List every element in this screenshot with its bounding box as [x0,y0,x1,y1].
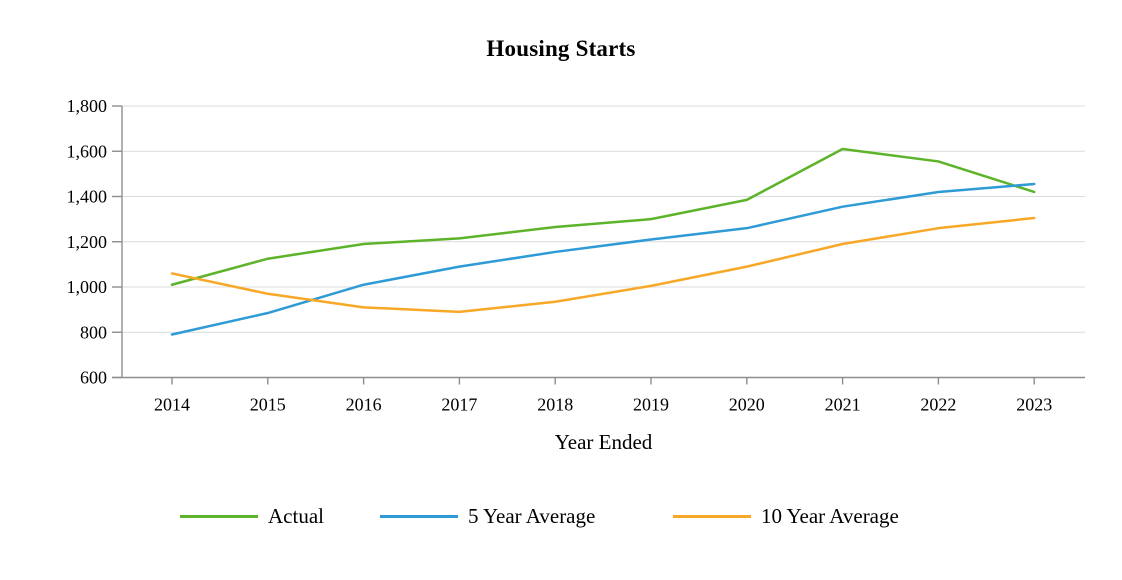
series-line-1 [170,182,1036,336]
chart-title: Housing Starts [486,36,636,61]
x-tick-label: 2016 [346,395,382,415]
x-tick-label: 2018 [537,395,573,415]
x-tick-label: 2021 [825,395,861,415]
y-tick-label: 1,400 [67,187,108,207]
x-tick-label: 2022 [920,395,956,415]
x-tick-label: 2017 [441,395,477,415]
gridlines [122,105,1085,333]
series-line-2 [170,216,1036,314]
series-line-0 [170,147,1036,286]
y-axis-ticks: 600 800 1,000 1,200 1,400 1,600 1,800 [67,96,122,388]
y-tick-label: 1,600 [67,141,108,161]
x-tick-label: 2015 [250,395,286,415]
y-tick-label: 800 [80,322,107,342]
y-tick-label: 1,800 [67,96,108,116]
x-tick-label: 2023 [1016,395,1052,415]
x-tick-label: 2019 [633,395,669,415]
x-axis-title: Year Ended [554,430,653,454]
y-tick-label: 600 [80,368,107,388]
x-axis-ticks: 2014 2015 2016 2017 2018 2019 2020 2021 2022 2023 [154,377,1052,415]
x-tick-label: 2020 [729,395,765,415]
y-tick-label: 1,000 [67,277,108,297]
x-tick-label: 2014 [154,395,190,415]
y-tick-label: 1,200 [67,232,108,252]
